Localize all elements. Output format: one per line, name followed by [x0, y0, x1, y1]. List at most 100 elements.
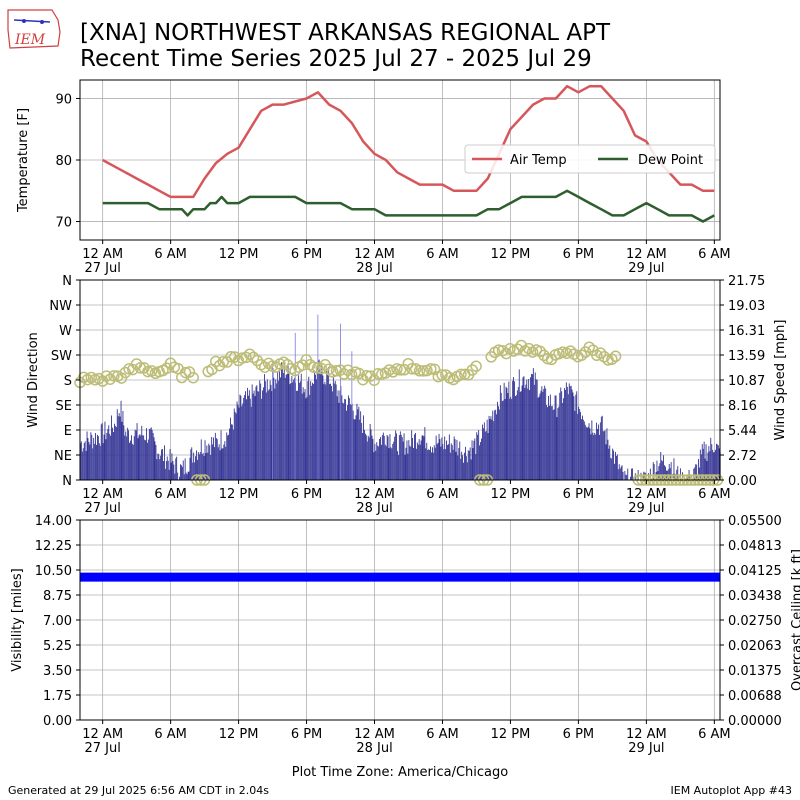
wind-speed-bar: [542, 391, 544, 480]
wind-speed-bar: [627, 468, 629, 480]
wind-speed-bar: [203, 456, 205, 480]
wind-speed-bar: [475, 454, 477, 480]
wind-speed-bar: [674, 473, 676, 480]
wind-speed-bar: [424, 427, 426, 480]
wind-speed-bar: [662, 461, 664, 480]
wind-speed-bar: [520, 391, 522, 480]
wind-direction-marker: [496, 344, 509, 357]
wind-speed-bar: [422, 435, 424, 480]
wind-speed-bar: [281, 362, 282, 480]
wind-speed-bar: [600, 416, 602, 480]
ceiling-tick-label: 0.03438: [728, 589, 782, 604]
wind-speed-bar: [132, 444, 134, 480]
wind-speed-bar: [312, 382, 313, 480]
wind-speed-bar: [344, 398, 346, 480]
wind-speed-bar: [609, 445, 611, 480]
wind-speed-bar: [416, 442, 418, 480]
wind-speed-bar: [581, 419, 582, 480]
wind-speed-bar: [560, 387, 562, 480]
wind-speed-bar: [130, 440, 131, 480]
wind-speed-bar: [670, 462, 672, 480]
wind-speed-bar: [205, 453, 207, 480]
wind-speed-bar: [607, 439, 609, 480]
wind-speed-bar: [553, 409, 555, 480]
wind-speed-bar: [524, 388, 526, 480]
wind-speed-bar: [267, 390, 269, 480]
wind-speed-bar: [106, 432, 108, 480]
wind-speed-bar: [191, 447, 193, 480]
wind-speed-bar: [583, 421, 585, 480]
wind-direction-marker: [413, 365, 426, 377]
wind-panel: N NE E SE S SW W NW N 0.00 2.72 5.44 8.16 10.87 13.59…: [26, 274, 788, 516]
wind-speed-bar: [367, 435, 369, 480]
wind-speed-bar: [423, 436, 425, 480]
wind-speed-bar: [493, 421, 495, 480]
wind-speed-bar: [97, 436, 99, 480]
wind-speed-bar: [632, 468, 633, 480]
wind-direction-marker: [104, 373, 116, 385]
wind-speed-bar: [185, 472, 187, 480]
wind-speed-bar: [496, 414, 497, 480]
wind-speed-bar: [346, 410, 347, 480]
ceiling-tick-label: 0.00688: [728, 689, 782, 704]
wind-speed-bar: [550, 406, 552, 480]
wind-speed-bar: [716, 444, 718, 480]
wind-speed-bar: [541, 386, 543, 480]
wind-speed-bar: [363, 415, 364, 480]
wind-speed-bar: [516, 390, 518, 480]
wind-speed-bar: [247, 387, 248, 480]
x-tick-label: 12 PM: [491, 247, 531, 262]
visibility-tick-label: 10.50: [35, 564, 72, 579]
wind-speed-bar: [579, 409, 581, 480]
wind-speed-bar: [181, 465, 182, 480]
wind-speed-bar: [103, 434, 105, 480]
x-tick-label: 6 AM: [698, 727, 731, 742]
wind-speed-bar: [467, 450, 469, 480]
wind-speed-bar: [374, 443, 376, 480]
wind-speed-bar: [202, 452, 204, 480]
x-tick-label: 6 AM: [154, 487, 187, 502]
x-tick-label: 12 PM: [219, 727, 259, 742]
wind-speed-bar: [110, 435, 112, 480]
wind-speed-bar: [551, 405, 553, 480]
wind-speed-bar: [501, 401, 503, 480]
wind-speed-bar: [289, 384, 291, 480]
wind-speed-bar: [599, 434, 600, 480]
wind-speed-bar: [258, 391, 260, 480]
wind-speed-bar: [139, 434, 141, 480]
wind-speed-bar: [444, 436, 446, 480]
wind-speed-bar: [354, 419, 356, 480]
wind-speed-bar: [677, 466, 679, 480]
wind-speed-bar: [271, 391, 273, 480]
wind-speed-bar: [410, 446, 412, 480]
wind-speed-bar: [299, 381, 301, 480]
wind-speed-bar: [532, 374, 533, 480]
x-tick-label: 12 AM: [354, 727, 395, 742]
wind-speed-bar: [307, 381, 309, 480]
wind-speed-bar: [232, 429, 234, 480]
wind-speed-bar: [565, 382, 567, 480]
wind-speed-bar: [625, 474, 627, 480]
wind-speed-bar: [585, 426, 587, 480]
wind-speed-bar: [102, 443, 104, 480]
x-tick-label: 6 PM: [291, 247, 322, 262]
x-tick-label: 12 AM: [82, 727, 123, 742]
wind-speed-bar: [507, 393, 509, 480]
wind-speed-bar: [545, 388, 547, 480]
x-tick-label: 6 AM: [426, 727, 459, 742]
wind-speed-bar: [268, 389, 270, 480]
wind-direction-marker: [368, 374, 380, 386]
wind-speed-bar: [515, 396, 516, 480]
wind-speed-bar: [198, 454, 200, 480]
wind-speed-bar: [120, 400, 122, 480]
wind-speed-bar: [330, 383, 331, 480]
x-date-label: 28 Jul: [356, 501, 392, 516]
wind-speed-bar: [361, 423, 363, 480]
wind-speed-bar: [230, 417, 231, 480]
wind-speed-bar: [566, 386, 568, 480]
wind-direction-marker: [594, 347, 607, 359]
wind-speed-bar: [699, 467, 700, 480]
wind-speed-bar: [380, 437, 381, 480]
wind-speed-bar: [243, 397, 245, 480]
wind-speed-bar: [273, 377, 275, 480]
